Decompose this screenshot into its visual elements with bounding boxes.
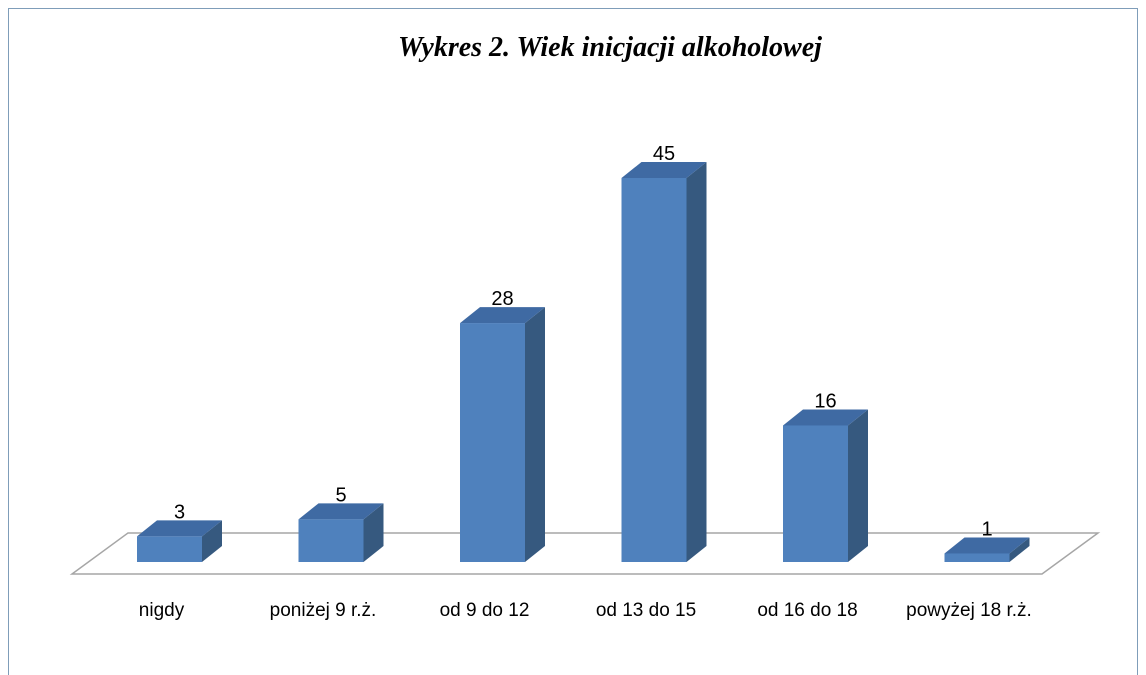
value-label: 1 [981,518,992,540]
bar-top [298,503,384,520]
x-tick-label: nigdy [138,600,185,621]
bar-top [783,409,868,426]
bar-side [363,503,384,562]
bar-top [137,520,222,537]
chart-frame [8,8,1138,675]
x-tick-label: od 13 do 15 [595,600,697,621]
bar [298,519,364,562]
bar [944,553,1010,562]
x-tick-label: od 9 do 12 [439,600,530,621]
x-tick-label: powyżej 18 r.ż. [906,600,1032,621]
chart-title: Wykres 2. Wiek inicjacji alkoholowej [398,32,822,63]
bar [460,323,525,562]
bar-top [460,307,545,324]
bar-side [525,307,545,562]
x-tick-label: poniżej 9 r.ż. [269,600,377,621]
bar-side [686,162,707,562]
bar [621,178,687,562]
bar-side [848,409,868,562]
bar [783,425,848,562]
floor [69,532,1101,575]
x-tick-label: od 16 do 18 [757,600,858,621]
value-label: 5 [335,484,346,506]
value-label: 45 [653,143,675,165]
bar-side [1009,537,1030,562]
value-label: 28 [491,288,513,310]
bar [137,536,202,562]
bar-top [944,537,1030,554]
bar-side [202,520,222,562]
bar-top [621,162,707,178]
value-label: 16 [814,390,836,412]
value-label: 3 [174,501,185,523]
